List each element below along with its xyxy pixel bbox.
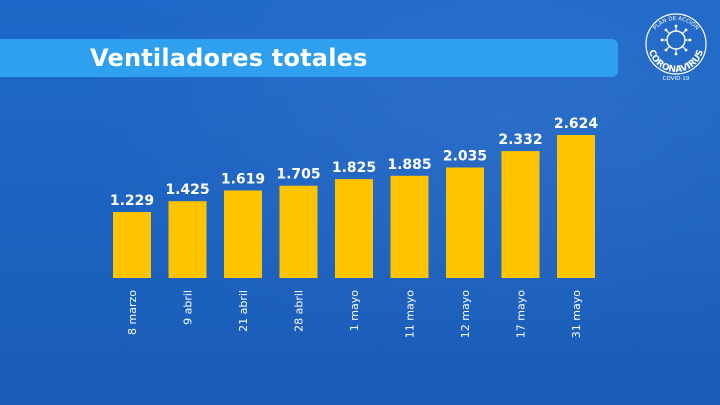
category-label-3: 21 abril [237, 290, 250, 332]
category-label-7: 12 mayo [459, 290, 472, 338]
coronavirus-plan-logo: PLAN DE ACCIÓN CORONAVIRUS COVID-19 [640, 10, 712, 82]
bar-6 [390, 175, 429, 278]
bar-8 [501, 151, 540, 278]
data-label-4: 1.705 [276, 167, 320, 183]
data-label-3: 1.619 [221, 171, 265, 187]
category-label-2: 9 abril [182, 290, 195, 325]
category-label-4: 28 abril [293, 290, 306, 332]
data-label-8: 2.332 [498, 132, 542, 148]
bar-9 [557, 135, 595, 278]
category-label-9: 31 mayo [570, 290, 583, 338]
data-label-9: 2.624 [554, 116, 599, 132]
category-label-1: 8 marzo [126, 290, 139, 335]
title-banner [0, 39, 618, 77]
category-label-8: 17 mayo [515, 290, 528, 338]
bar-5 [335, 179, 373, 278]
data-label-5: 1.825 [332, 160, 376, 176]
data-label-2: 1.425 [165, 182, 209, 198]
category-label-5: 1 mayo [348, 290, 361, 331]
virus-icon: PLAN DE ACCIÓN CORONAVIRUS COVID-19 [645, 13, 707, 82]
bar-3 [224, 190, 262, 278]
data-label-1: 1.229 [110, 193, 154, 209]
category-label-6: 11 mayo [404, 290, 417, 338]
data-label-6: 1.885 [387, 157, 431, 173]
bar-1 [113, 212, 151, 278]
bar-4 [279, 185, 318, 278]
bar-2 [168, 201, 207, 278]
bar-7 [446, 167, 484, 278]
data-label-7: 2.035 [443, 149, 487, 165]
logo-bottom-text: COVID-19 [663, 76, 690, 82]
page-title: Ventiladores totales [90, 44, 368, 72]
